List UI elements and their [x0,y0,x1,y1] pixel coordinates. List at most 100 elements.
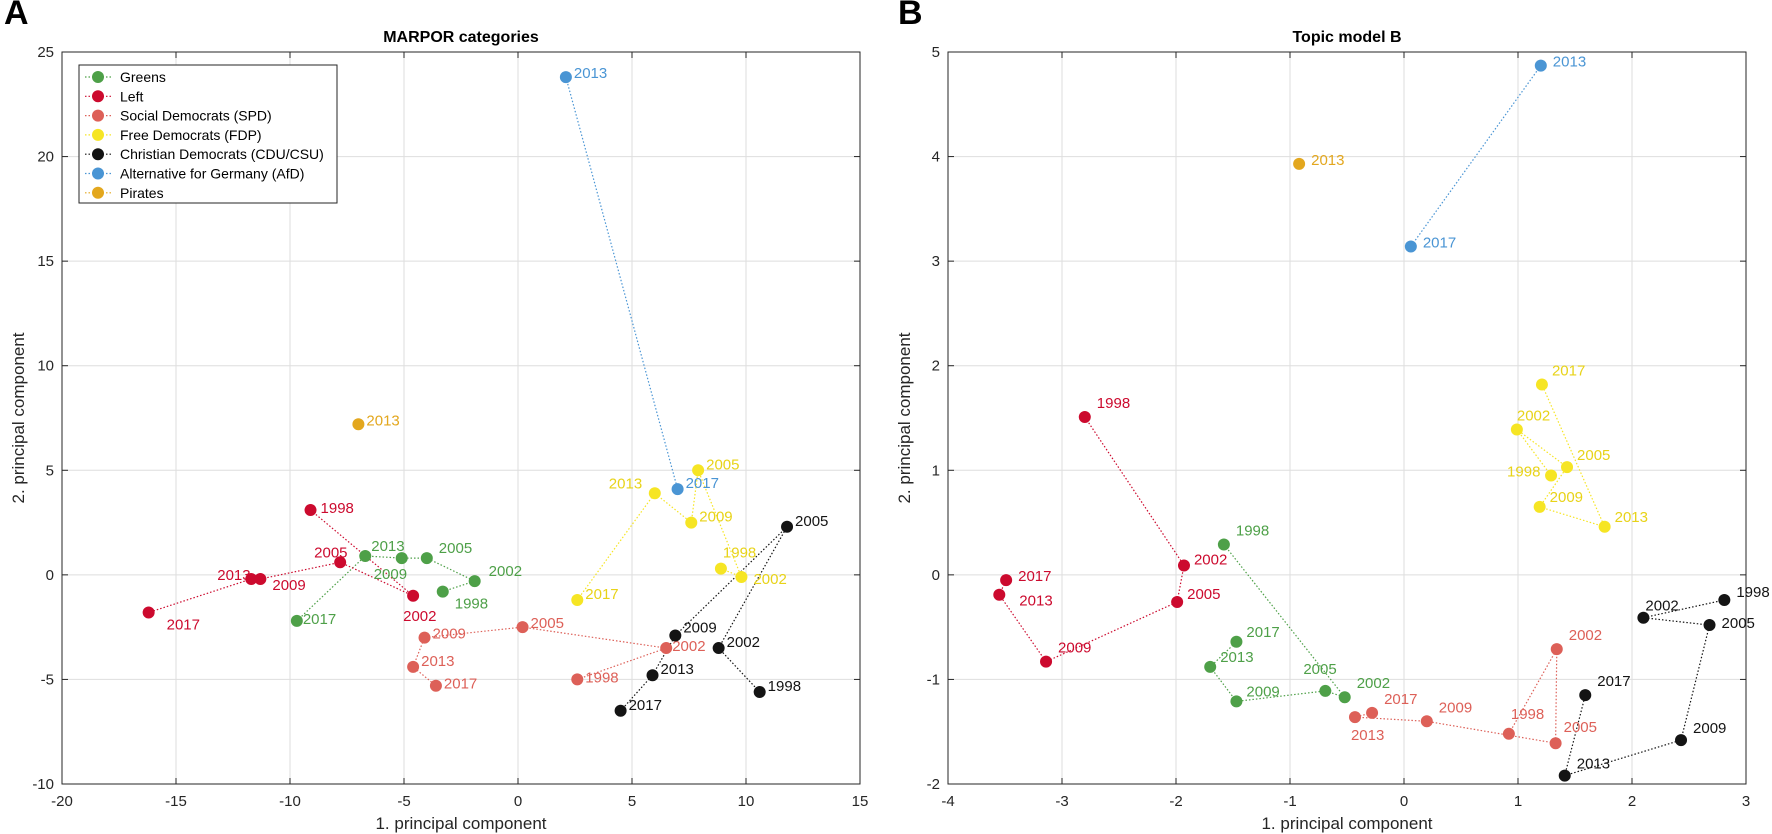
series-line-fdp [1516,384,1606,528]
data-point-cdu-2013 [1558,769,1571,782]
x-axis-label: 1. principal component [1261,814,1432,833]
legend-marker-pirates [92,186,104,199]
data-label-greens-2009: 2009 [1246,683,1279,700]
legend-marker-cdu [92,148,104,161]
data-label-left-2017: 2017 [167,617,200,634]
data-label-spd-2002: 2002 [672,638,705,655]
chart-title: Topic model B [1292,29,1401,46]
x-tick-label: -3 [1055,793,1068,810]
x-tick-label: -2 [1169,793,1182,810]
x-tick-label: 15 [852,793,869,810]
data-point-greens-2017 [290,614,303,627]
data-point-cdu-2017 [614,704,627,717]
data-label-spd-1998: 1998 [585,669,618,686]
data-point-fdp-1998 [1545,469,1558,482]
data-label-fdp-2009: 2009 [1550,489,1583,506]
data-label-left-1998: 1998 [321,500,354,517]
data-point-greens-2002 [1338,691,1351,704]
y-tick-label: -10 [32,776,54,793]
x-tick-label: -10 [279,793,301,810]
x-tick-label: -15 [165,793,187,810]
data-point-spd-2002 [1550,643,1563,656]
data-point-fdp-2002 [1510,423,1523,436]
y-tick-label: -5 [41,671,54,688]
data-label-fdp-2005: 2005 [706,456,739,473]
panel-letter-b: B [898,0,923,32]
data-label-left-2002: 2002 [1194,551,1227,568]
data-point-greens-1998 [436,585,449,598]
x-tick-label: -20 [51,793,73,810]
x-tick-label: 1 [1514,793,1522,810]
data-point-spd-2017 [429,679,442,692]
data-label-fdp-2002: 2002 [753,571,786,588]
data-point-spd-2002 [660,642,673,655]
data-label-greens-2002: 2002 [489,563,522,580]
data-point-spd-1998 [571,673,584,686]
data-point-greens-2005 [1319,684,1332,697]
chart-title: MARPOR categories [383,29,539,46]
series-line-left [148,509,414,614]
data-label-fdp-2002: 2002 [1517,408,1550,425]
data-label-cdu-2005: 2005 [795,513,828,530]
legend-marker-greens [92,71,104,83]
series-line-left [998,416,1185,663]
x-tick-label: -4 [941,793,954,810]
data-point-fdp-2009 [1533,500,1546,513]
data-label-cdu-1998: 1998 [768,678,801,695]
data-label-spd-2017: 2017 [1384,691,1417,708]
data-label-spd-2009: 2009 [433,626,466,643]
data-label-greens-2017: 2017 [303,611,336,628]
data-point-afd-2013 [559,71,572,84]
data-point-spd-2005 [1549,737,1562,750]
data-label-cdu-2017: 2017 [1597,673,1630,690]
data-label-spd-2002: 2002 [1569,627,1602,644]
data-point-cdu-1998 [1718,593,1731,606]
legend-box [78,64,338,204]
data-point-cdu-2005 [781,520,794,533]
data-label-fdp-1998: 1998 [723,545,756,562]
data-label-greens-2013: 2013 [371,538,404,555]
y-tick-label: 2 [932,358,940,375]
axes-box [947,51,1747,785]
data-point-left-2009 [254,573,267,586]
data-label-spd-2005: 2005 [1564,719,1597,736]
data-label-greens-2005: 2005 [439,540,472,557]
data-label-left-2009: 2009 [1058,640,1091,657]
data-point-left-2017 [142,606,155,619]
data-point-cdu-2002 [1637,611,1650,624]
data-point-afd-2017 [1404,240,1417,253]
data-label-pirates-2013: 2013 [366,412,399,429]
data-label-cdu-2002: 2002 [1645,598,1678,615]
data-point-fdp-2013 [648,487,661,500]
data-point-fdp-1998 [714,562,727,575]
data-point-cdu-1998 [753,685,766,698]
data-label-fdp-2013: 2013 [1615,509,1648,526]
x-tick-label: 0 [514,793,522,810]
data-point-left-2005 [1171,596,1184,609]
legend: Greens Left Social Democrats (SPD) Free Dem… [78,64,338,204]
series-line-greens [1209,544,1347,703]
x-tick-label: 2 [1628,793,1636,810]
data-point-fdp-2005 [1561,461,1574,474]
data-point-fdp-2017 [571,593,584,606]
legend-label-afd: Alternative for Germany (AfD) [120,166,304,182]
y-tick-label: 0 [932,567,940,584]
x-tick-label: -1 [1283,793,1296,810]
data-point-greens-2009 [395,552,408,565]
data-point-cdu-2005 [1703,619,1716,632]
data-label-cdu-2013: 2013 [1577,756,1610,773]
data-label-greens-2009: 2009 [374,566,407,583]
data-point-left-1998 [304,504,317,517]
data-point-spd-1998 [1502,727,1515,740]
series-line-cdu [620,526,788,712]
data-point-spd-2013 [407,660,420,673]
series-line-afd [565,76,679,490]
data-point-afd-2013 [1534,59,1547,72]
panel-letter-a: A [4,0,29,32]
data-point-spd-2005 [516,621,529,634]
y-tick-label: 15 [37,253,54,270]
legend-marker-left [92,90,104,103]
data-label-left-2002: 2002 [403,608,436,625]
data-label-spd-2013: 2013 [421,653,454,670]
data-point-greens-2017 [1230,635,1243,648]
